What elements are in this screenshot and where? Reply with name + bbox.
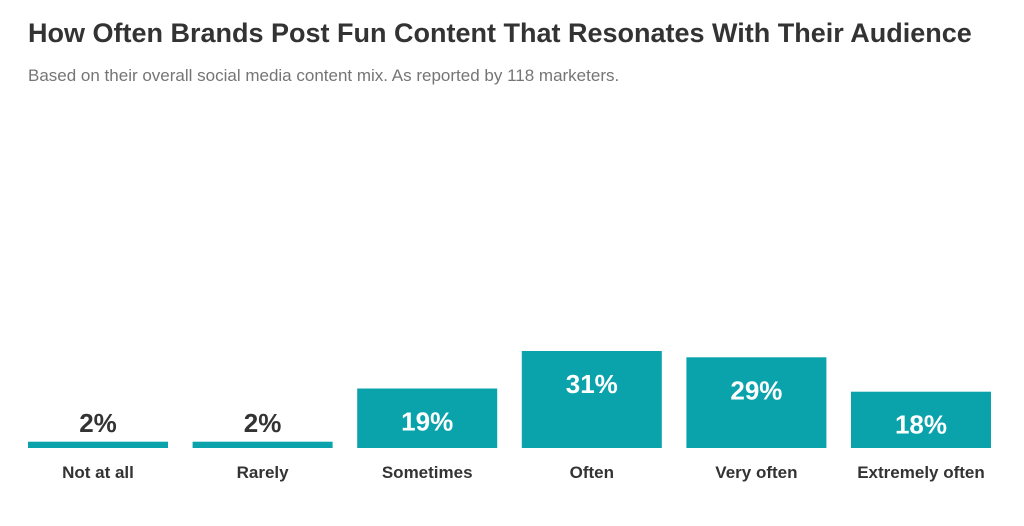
- bar-3: [521, 351, 662, 448]
- category-label-4: Very often: [715, 463, 797, 482]
- category-label-3: Often: [570, 463, 614, 482]
- category-label-2: Sometimes: [382, 463, 473, 482]
- value-label-4: 29%: [730, 375, 782, 405]
- category-label-1: Rarely: [237, 463, 290, 482]
- bar-4: [686, 357, 827, 448]
- category-label-5: Extremely often: [857, 463, 985, 482]
- value-label-5: 18%: [895, 410, 947, 440]
- value-label-3: 31%: [566, 369, 618, 399]
- bar-2: [357, 388, 498, 448]
- value-label-2: 19%: [401, 407, 453, 437]
- bar-0: [28, 441, 168, 448]
- bar-1: [192, 441, 333, 448]
- chart-subtitle: Based on their overall social media cont…: [28, 66, 620, 85]
- category-label-0: Not at all: [62, 463, 134, 482]
- value-label-0: 2%: [79, 408, 117, 438]
- bar-5: [851, 391, 991, 448]
- chart-title: How Often Brands Post Fun Content That R…: [28, 18, 972, 48]
- value-label-1: 2%: [244, 408, 282, 438]
